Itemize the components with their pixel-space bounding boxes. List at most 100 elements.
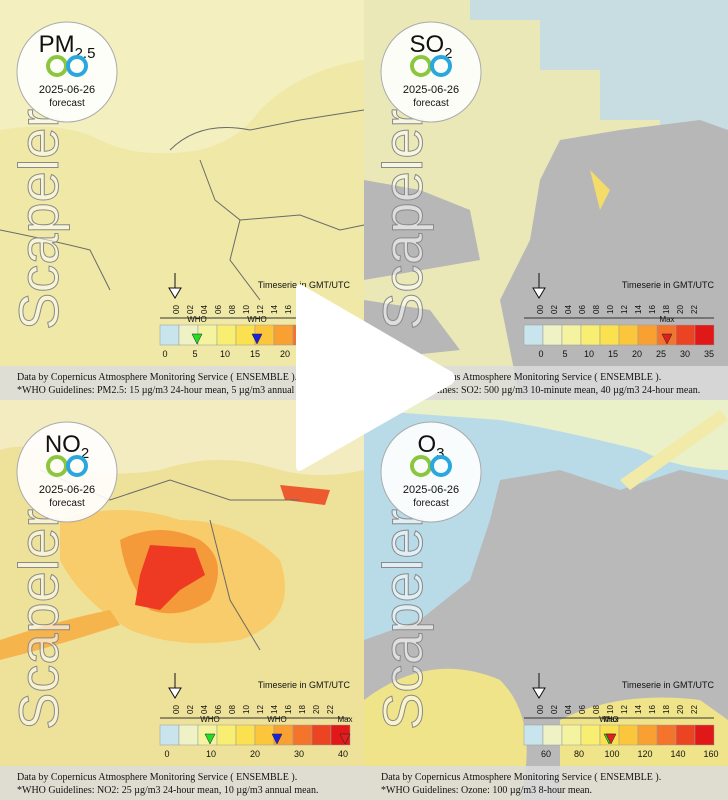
color-cell [637,324,658,346]
hour-label: 12 [256,705,265,714]
watermark: Scapeler [371,509,434,730]
badge [380,21,482,123]
hour-label: 20 [676,705,685,714]
scale-label: 40 [338,749,348,759]
marker-label: WHO [267,715,287,724]
panel: Scapeler NO2 2025-06-26 forecast Timeserie i… [0,421,364,800]
scale-label: 120 [637,749,652,759]
scale-label: 30 [680,349,690,359]
color-cell [618,324,639,346]
logo-right [66,55,88,77]
scale-label: 10 [584,349,594,359]
marker-label: Max [659,315,674,324]
marker-label: WHO [599,715,619,724]
hour-label: 04 [200,705,209,714]
panel: Scapeler O3 2025-06-26 forecast Timeserie in… [364,421,728,800]
credit: Data by Copernicus Atmosphere Monitoring… [17,772,297,783]
scale-label: 35 [704,349,714,359]
hour-label: 04 [200,305,209,314]
credit: Data by Copernicus Atmosphere Monitoring… [381,772,661,783]
badge [16,421,118,523]
color-cell [311,724,332,746]
color-cell [254,724,275,746]
time-arrow-head [532,287,546,299]
scale-label: 5 [192,349,197,359]
hour-label: 14 [634,305,643,314]
marker [339,733,351,745]
scale-label: 10 [206,749,216,759]
forecast-date: 2025-06-26 [39,84,95,96]
marker-label: Max [337,715,352,724]
time-arrow-head [168,687,182,699]
badge [16,21,118,123]
scale-label: 0 [164,749,169,759]
scale-label: 20 [632,349,642,359]
hour-label: 12 [620,305,629,314]
watermark: Scapeler [7,109,70,330]
time-arrow-head [532,687,546,699]
hour-label: 08 [592,705,601,714]
logo-right [430,55,452,77]
color-cell [542,324,563,346]
pollutant-title: NO2 [45,431,89,462]
hour-label: 04 [564,705,573,714]
color-cell [216,324,237,346]
timeserie-label: Timeserie in GMT/UTC [622,680,715,690]
scale-label: 140 [670,749,685,759]
color-cell [235,724,256,746]
color-cell [292,724,313,746]
hour-label: 20 [312,705,321,714]
marker-label: Max [603,715,618,724]
color-cell [178,724,199,746]
hour-label: 10 [242,705,251,714]
scale-label: 0 [162,349,167,359]
color-cell [216,724,237,746]
color-cell [523,724,544,746]
hour-label: 06 [214,705,223,714]
hour-label: 22 [690,305,699,314]
hour-label: 18 [662,305,671,314]
forecast-date: 2025-06-26 [403,484,459,496]
play-button[interactable] [296,284,455,471]
hour-label: 00 [536,705,545,714]
hour-label: 12 [620,705,629,714]
hour-label: 08 [228,305,237,314]
pollutant-subscript: 2 [81,445,89,462]
scale-label: 100 [604,749,619,759]
panel: ScapelerPM2.52025-06-26forecastTimeserie… [0,21,364,400]
color-cell [159,724,180,746]
hour-label: 16 [284,705,293,714]
hour-label: 14 [634,705,643,714]
hour-label: 06 [578,305,587,314]
scale-label: 60 [541,749,551,759]
color-cell [580,324,601,346]
color-cell [694,724,715,746]
marker [271,733,283,745]
hour-label: 02 [186,305,195,314]
hour-label: 10 [606,305,615,314]
hour-label: 00 [172,705,181,714]
hour-label: 16 [648,305,657,314]
hour-label: 02 [550,705,559,714]
forecast-label: forecast [413,98,449,109]
marker-label: WHO [200,715,220,724]
hour-label: 06 [578,705,587,714]
pollutant-name: SO [409,31,444,58]
marker [204,733,216,745]
timeserie-label: Timeserie in GMT/UTC [258,280,351,290]
footer [364,766,728,800]
pollutant-title: SO2 [409,31,452,62]
hour-label: 08 [592,305,601,314]
hour-label: 22 [326,705,335,714]
color-cell [675,324,696,346]
scale-label: 30 [294,749,304,759]
marker [251,333,263,345]
hour-label: 22 [690,705,699,714]
time-arrow-head [168,287,182,299]
color-cell [561,324,582,346]
scale-label: 0 [538,349,543,359]
watermark: Scapeler [371,109,434,330]
hour-label: 10 [242,305,251,314]
hour-label: 00 [536,305,545,314]
color-cell [675,724,696,746]
